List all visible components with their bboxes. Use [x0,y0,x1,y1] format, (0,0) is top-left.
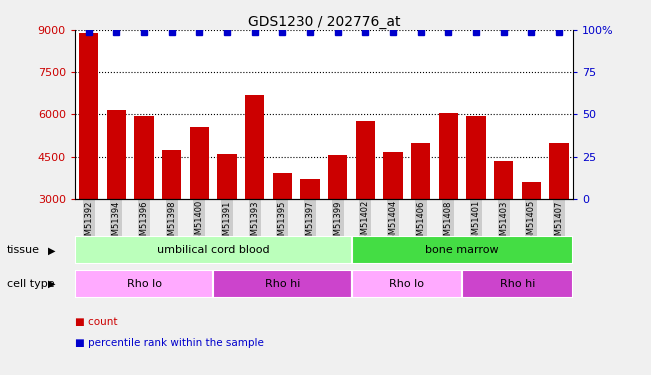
Bar [245,95,264,199]
Bar [439,113,458,199]
Bar [383,152,403,199]
Text: ▶: ▶ [48,245,55,255]
Bar [79,33,98,199]
Text: Rho hi: Rho hi [265,279,300,289]
Text: ■ count: ■ count [75,318,117,327]
Bar [462,270,573,298]
Bar [328,155,348,199]
Text: GDS1230 / 202776_at: GDS1230 / 202776_at [247,15,400,29]
Bar [162,150,182,199]
Text: cell type: cell type [7,279,54,289]
Text: Rho hi: Rho hi [500,279,535,289]
Bar [75,236,352,264]
Bar [355,122,375,199]
Bar [300,179,320,199]
Text: tissue: tissue [7,245,40,255]
Bar [549,142,569,199]
Text: Rho lo: Rho lo [126,279,161,289]
Bar [352,270,462,298]
Text: ■ percentile rank within the sample: ■ percentile rank within the sample [75,338,264,348]
Text: ▶: ▶ [48,279,55,289]
Text: Rho lo: Rho lo [389,279,424,289]
Text: bone marrow: bone marrow [425,245,499,255]
Bar [411,142,430,199]
Bar [466,116,486,199]
Bar [352,236,573,264]
Bar [217,154,237,199]
Bar [107,110,126,199]
Bar [75,270,213,298]
Text: umbilical cord blood: umbilical cord blood [157,245,270,255]
Bar [189,127,209,199]
Bar [273,173,292,199]
Bar [494,161,514,199]
Bar [134,116,154,199]
Bar [213,270,352,298]
Bar [521,182,541,199]
